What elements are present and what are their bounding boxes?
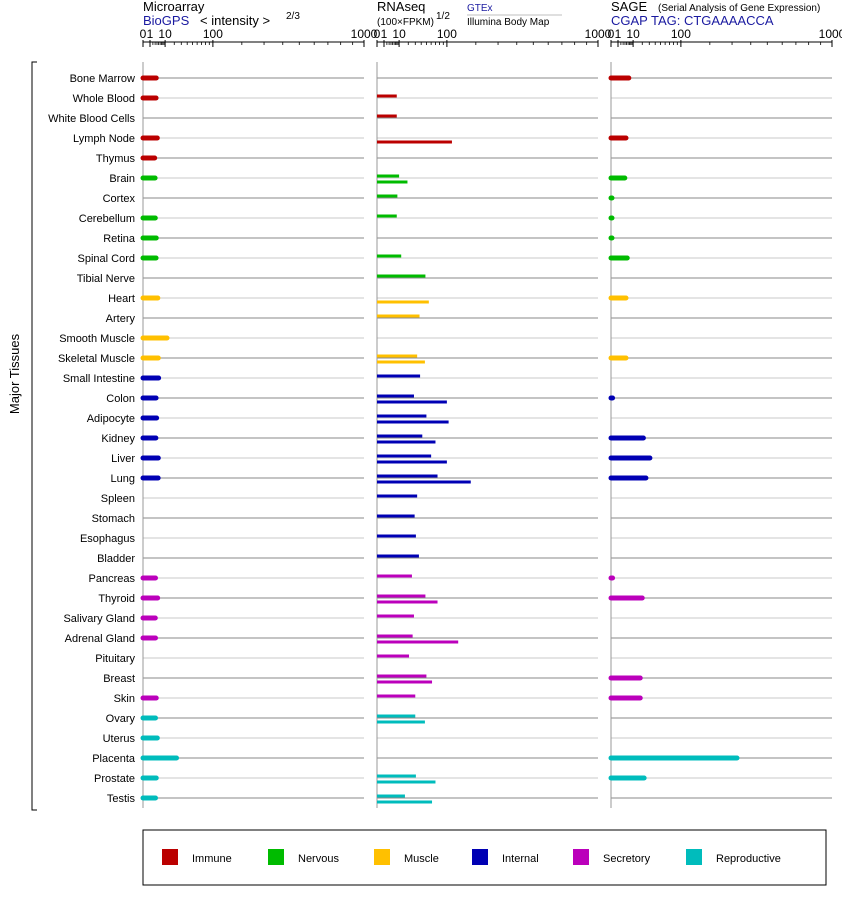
tissue-labels: Bone Marrow Whole Blood White Blood Cells L… xyxy=(48,73,136,805)
tick-label: 0 xyxy=(374,27,381,41)
tissue-label: Bladder xyxy=(97,553,135,565)
tissue-label: Retina xyxy=(103,233,136,245)
tissue-label: Testis xyxy=(107,793,136,805)
tick-label: 1 xyxy=(147,27,154,41)
tissue-label: Whole Blood xyxy=(73,93,135,105)
tissue-label: Artery xyxy=(106,313,136,325)
legend-label: Immune xyxy=(192,853,232,865)
microarray-metric: < intensity > xyxy=(200,13,270,28)
tick-label: 10 xyxy=(626,27,640,41)
rnaseq-metric: (100×FPKM) xyxy=(377,17,434,28)
tissue-label: Bone Marrow xyxy=(70,73,135,85)
legend: Immune Nervous Muscle Internal Secretory Repr… xyxy=(162,849,781,865)
tissue-label: Prostate xyxy=(94,773,135,785)
legend-swatch xyxy=(573,849,589,865)
tissue-label: Salivary Gland xyxy=(63,613,135,625)
legend-label: Secretory xyxy=(603,853,651,865)
tissue-label: Thyroid xyxy=(98,593,135,605)
tissue-label: Skeletal Muscle xyxy=(58,353,135,365)
tick-label: 0 xyxy=(608,27,615,41)
sage-subtitle: (Serial Analysis of Gene Expression) xyxy=(658,3,820,14)
tissue-label: Heart xyxy=(108,293,135,305)
tick-label: 1000 xyxy=(819,27,842,41)
tissue-label: White Blood Cells xyxy=(48,113,135,125)
rnaseq-source-ibm: Illumina Body Map xyxy=(467,17,550,28)
tissue-label: Kidney xyxy=(101,433,135,445)
legend-label: Muscle xyxy=(404,853,439,865)
tissue-label: Tibial Nerve xyxy=(77,273,135,285)
tissue-label: Adrenal Gland xyxy=(65,633,135,645)
tissue-bracket xyxy=(31,61,37,811)
tick-label: 1 xyxy=(381,27,388,41)
y-axis-label: Major Tissues xyxy=(7,333,22,414)
tissue-label: Breast xyxy=(103,673,135,685)
tissue-label: Esophagus xyxy=(80,533,136,545)
tissue-label: Pancreas xyxy=(89,573,136,585)
tissue-label: Spinal Cord xyxy=(78,253,135,265)
axes: 011010010000110100100001101001000 xyxy=(140,27,842,808)
tissue-label: Ovary xyxy=(106,713,136,725)
tick-label: 1000 xyxy=(585,27,612,41)
tick-label: 1 xyxy=(615,27,622,41)
tissue-label: Adipocyte xyxy=(87,413,135,425)
bars xyxy=(140,75,740,804)
tissue-label: Small Intestine xyxy=(63,373,135,385)
tissue-label: Pituitary xyxy=(95,653,135,665)
legend-swatch xyxy=(374,849,390,865)
tissue-label: Thymus xyxy=(96,153,136,165)
tissue-label: Brain xyxy=(109,173,135,185)
tick-label: 100 xyxy=(671,27,691,41)
legend-swatch xyxy=(268,849,284,865)
microarray-source: BioGPS xyxy=(143,13,190,28)
legend-swatch xyxy=(686,849,702,865)
microarray-exponent: 2/3 xyxy=(286,11,300,22)
legend-swatch xyxy=(472,849,488,865)
tissue-label: Lung xyxy=(111,473,135,485)
tick-label: 0 xyxy=(140,27,147,41)
legend-label: Reproductive xyxy=(716,853,781,865)
tick-label: 10 xyxy=(158,27,172,41)
tissue-label: Stomach xyxy=(92,513,135,525)
rnaseq-title: RNAseq xyxy=(377,0,425,14)
tissue-label: Placenta xyxy=(92,753,136,765)
tissue-label: Colon xyxy=(106,393,135,405)
sage-title: SAGE xyxy=(611,0,647,14)
tissue-label: Cerebellum xyxy=(79,213,135,225)
tick-label: 1000 xyxy=(351,27,378,41)
legend-label: Internal xyxy=(502,853,539,865)
tissue-label: Liver xyxy=(111,453,135,465)
tissue-label: Skin xyxy=(114,693,135,705)
tissue-label: Spleen xyxy=(101,493,135,505)
legend-swatch xyxy=(162,849,178,865)
tissue-label: Uterus xyxy=(103,733,136,745)
tissue-label: Cortex xyxy=(103,193,136,205)
tissue-label: Lymph Node xyxy=(73,133,135,145)
legend-label: Nervous xyxy=(298,853,339,865)
rnaseq-exponent: 1/2 xyxy=(436,11,450,22)
tissue-label: Smooth Muscle xyxy=(59,333,135,345)
microarray-title: Microarray xyxy=(143,0,205,14)
tick-label: 10 xyxy=(392,27,406,41)
tick-label: 100 xyxy=(437,27,457,41)
rnaseq-source-gtex: GTEx xyxy=(467,3,493,14)
grid xyxy=(143,77,832,799)
tick-label: 100 xyxy=(203,27,223,41)
sage-tag: CGAP TAG: CTGAAAACCA xyxy=(611,13,774,28)
